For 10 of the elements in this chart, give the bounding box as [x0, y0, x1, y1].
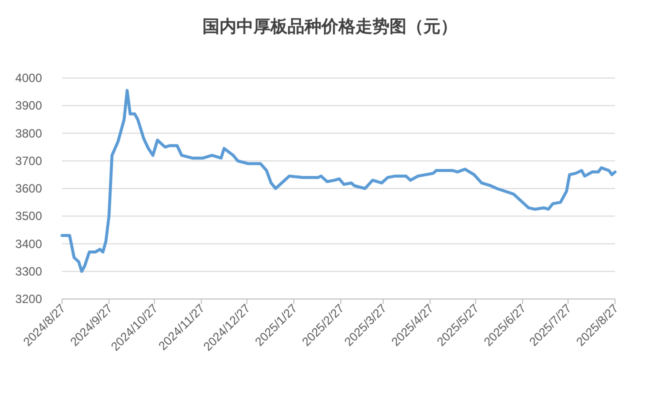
ytick: 3800: [15, 126, 42, 140]
ytick: 3200: [15, 292, 42, 306]
ytick: 3600: [15, 182, 42, 196]
title: 国内中厚板品种价格走势图（元）: [202, 17, 458, 36]
ytick: 3300: [15, 264, 42, 278]
ytick: 3900: [15, 98, 42, 113]
ytick: 3400: [15, 236, 42, 251]
ytick: 3500: [15, 209, 42, 224]
ytick: 4000: [15, 71, 42, 85]
ytick: 3700: [15, 154, 42, 168]
